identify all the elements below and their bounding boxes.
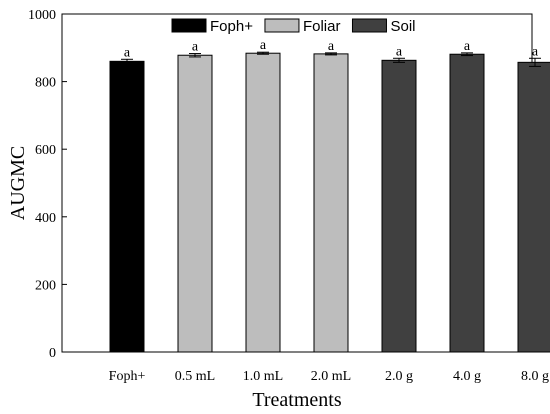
y-tick-label: 1000 (28, 8, 56, 23)
significance-label: a (260, 38, 267, 53)
significance-label: a (396, 44, 403, 59)
significance-label: a (124, 45, 131, 60)
bar (245, 52, 281, 353)
y-tick-label: 400 (35, 211, 56, 226)
y-axis-title: AUGMC (7, 146, 29, 220)
y-tick-label: 800 (35, 76, 56, 91)
bar (177, 54, 213, 353)
legend-swatch (264, 18, 300, 33)
legend-label: Soil (390, 18, 415, 35)
bar (109, 60, 145, 353)
x-tick-label: 0.5 mL (175, 369, 215, 384)
y-tick-label: 600 (35, 143, 56, 158)
legend-label: Foph+ (210, 18, 253, 35)
x-tick-label: 2.0 g (385, 369, 413, 384)
x-tick-label: 8.0 g (521, 369, 549, 384)
legend-swatch (171, 18, 207, 33)
bar (381, 59, 417, 353)
significance-label: a (464, 39, 471, 54)
bar (313, 53, 349, 353)
x-tick-label: Foph+ (109, 369, 146, 384)
significance-label: a (532, 44, 539, 59)
significance-label: a (192, 40, 199, 55)
legend: Foph+ Foliar Soil (171, 18, 415, 35)
legend-swatch (351, 18, 387, 33)
y-tick-label: 200 (35, 278, 56, 293)
x-tick-label: 1.0 mL (243, 369, 283, 384)
x-tick-label: 4.0 g (453, 369, 481, 384)
x-axis: Foph+ 0.5 mL 1.0 mL 2.0 mL 2.0 g 4.0 g 8.0 g (109, 369, 549, 384)
bar (517, 61, 550, 353)
bar (449, 53, 485, 353)
x-tick-label: 2.0 mL (311, 369, 351, 384)
legend-label: Foliar (303, 18, 341, 35)
y-tick-label: 0 (49, 346, 56, 361)
significance-label: a (328, 39, 335, 54)
x-axis-title: Treatments (252, 389, 341, 411)
